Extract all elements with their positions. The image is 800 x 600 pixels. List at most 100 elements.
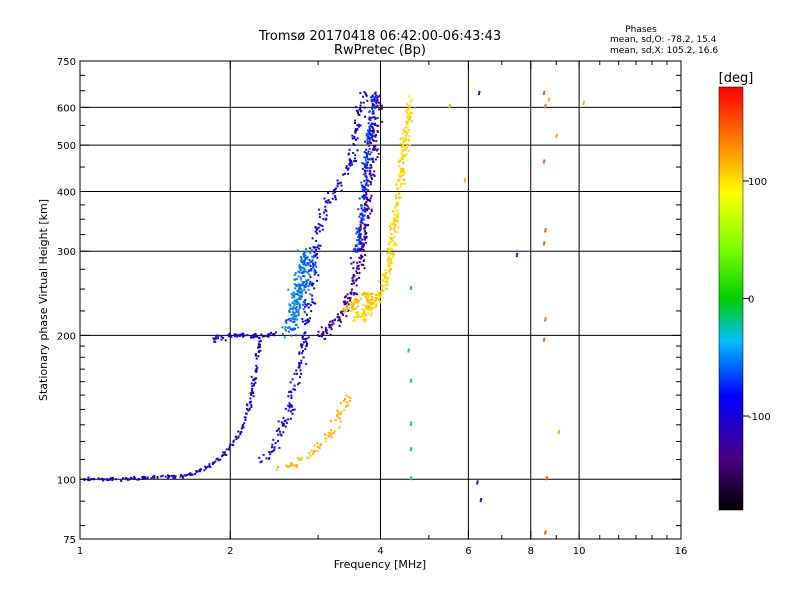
echo-point <box>357 301 360 304</box>
echo-point <box>367 150 370 153</box>
series-13 <box>407 285 413 481</box>
echo-point <box>370 210 373 213</box>
echo-point <box>402 132 405 135</box>
echo-point <box>364 208 367 211</box>
echo-point <box>355 267 358 270</box>
echo-point <box>200 468 203 471</box>
echo-point <box>401 170 404 173</box>
series-5 <box>353 94 379 253</box>
echo-point <box>309 304 312 307</box>
echo-point <box>258 456 261 459</box>
echo-point <box>402 153 405 156</box>
echo-point <box>371 112 374 115</box>
echo-point <box>373 123 376 126</box>
echo-point <box>368 127 371 130</box>
echo-point <box>336 185 339 188</box>
echo-point <box>354 250 357 253</box>
echo-point <box>369 200 372 203</box>
echo-point <box>293 299 296 302</box>
echo-point <box>161 474 164 477</box>
echo-point <box>296 310 299 313</box>
echo-point <box>398 196 401 199</box>
echo-point <box>359 240 362 243</box>
echo-point <box>353 143 356 146</box>
echo-point <box>257 343 260 346</box>
echo-point <box>371 94 374 97</box>
echo-point <box>374 117 377 120</box>
echo-point <box>303 288 306 291</box>
echo-point <box>294 284 297 287</box>
echo-point <box>369 129 372 132</box>
echo-point <box>336 414 339 417</box>
echo-point <box>369 174 372 177</box>
echo-point <box>401 158 404 161</box>
echo-point <box>358 272 361 275</box>
echo-point <box>355 311 358 314</box>
echo-point <box>405 120 408 123</box>
echo-point <box>244 412 247 415</box>
echo-point <box>373 107 376 110</box>
echo-point <box>313 444 316 447</box>
echo-point <box>324 328 327 331</box>
y-tick-label: 500 <box>57 141 76 152</box>
echo-point <box>363 173 366 176</box>
echo-point <box>363 140 366 143</box>
echo-point <box>251 391 254 394</box>
echo-point <box>166 476 169 479</box>
echo-point <box>217 459 220 462</box>
echo-point <box>296 293 299 296</box>
echo-point <box>400 175 403 178</box>
echo-point <box>381 296 384 299</box>
echo-point <box>395 220 398 223</box>
echo-point <box>393 222 396 225</box>
chart-title: Tromsø 20170418 06:42:00-06:43:43 <box>258 29 501 44</box>
echo-point <box>407 118 410 121</box>
echo-point <box>395 204 398 207</box>
echo-point <box>375 294 378 297</box>
echo-point <box>367 216 370 219</box>
echo-point <box>236 335 239 338</box>
echo-point <box>389 260 392 263</box>
echo-point <box>410 111 413 114</box>
echo-point <box>328 431 331 434</box>
echo-point <box>297 301 300 304</box>
echo-point <box>400 183 403 186</box>
echo-point <box>363 320 366 323</box>
echo-point <box>314 255 317 258</box>
echo-point <box>237 436 240 439</box>
echo-point <box>359 225 362 228</box>
echo-point <box>406 126 409 129</box>
echo-point <box>220 338 223 341</box>
echo-point <box>356 137 359 140</box>
echo-point <box>288 405 291 408</box>
echo-point <box>348 303 351 306</box>
echo-point <box>361 238 364 241</box>
echo-point <box>370 141 373 144</box>
echo-point <box>341 312 344 315</box>
echo-point <box>283 419 286 422</box>
echo-point <box>353 119 356 122</box>
echo-point <box>391 223 394 226</box>
echo-point <box>285 319 288 322</box>
echo-point <box>373 104 376 107</box>
echo-point <box>302 300 305 303</box>
echo-point <box>362 309 365 312</box>
echo-point <box>336 313 339 316</box>
echo-point <box>395 183 398 186</box>
echo-point <box>364 225 367 228</box>
echo-point <box>328 324 331 327</box>
echo-point <box>287 404 290 407</box>
echo-point <box>299 458 302 461</box>
echo-point <box>368 130 371 133</box>
echo-point <box>381 288 384 291</box>
echo-point <box>323 197 326 200</box>
echo-point <box>220 455 223 458</box>
echo-point <box>292 318 295 321</box>
echo-point <box>298 291 301 294</box>
echo-point <box>295 305 298 308</box>
echo-point <box>318 213 321 216</box>
echo-point <box>386 259 389 262</box>
echo-point <box>315 228 318 231</box>
echo-point <box>318 447 321 450</box>
echo-point <box>347 307 350 310</box>
